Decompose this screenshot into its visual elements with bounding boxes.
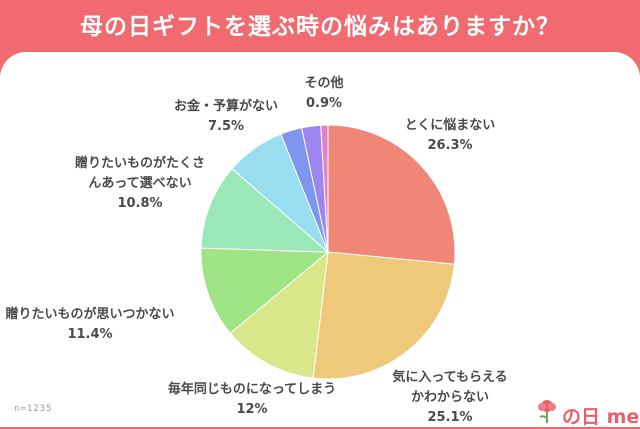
- slice-category-label: かわからない: [411, 390, 489, 405]
- slice-value-label: 25.1%: [427, 410, 472, 425]
- sample-size-note: n=1235: [14, 404, 53, 414]
- carnation-icon: [536, 398, 558, 429]
- pie-slice-3: [200, 247, 330, 334]
- slice-category-label: その他: [304, 75, 343, 91]
- pie-slice-1: [312, 251, 455, 380]
- slice-value-label: 11.4%: [67, 327, 112, 342]
- slice-value-label: 7.5%: [208, 119, 244, 134]
- slice-value-label: 12%: [236, 402, 267, 417]
- title-bar: 母の日ギフトを選ぶ時の悩みはありますか？: [0, 0, 640, 48]
- slice-category-label: んあって選べない: [88, 175, 191, 191]
- slice-value-label: 26.3%: [427, 138, 472, 153]
- pie-slice-2: [229, 250, 329, 379]
- pie-slice-0: [327, 124, 456, 265]
- logo-text: の日 me: [562, 406, 640, 428]
- slice-category-label: 気に入ってもらえる: [392, 369, 507, 385]
- slice-category-label: 贈りたいものがたくさ: [75, 155, 205, 171]
- slice-value-label: 10.8%: [117, 196, 162, 211]
- pie-slice-8: [320, 124, 329, 253]
- slice-category-label: 毎年同じものになってしまう: [168, 381, 336, 397]
- brand-logo: の日 me: [528, 398, 640, 429]
- slice-category-label: とくに悩まない: [405, 117, 496, 133]
- slice-category-label: 贈りたいものが思いつかない: [5, 306, 174, 322]
- slice-category-label: お金・予算がない: [174, 98, 278, 114]
- page-title: 母の日ギフトを選ぶ時の悩みはありますか？: [80, 14, 560, 40]
- pie-slice-4: [200, 168, 330, 253]
- slice-value-label: 0.9%: [306, 96, 342, 111]
